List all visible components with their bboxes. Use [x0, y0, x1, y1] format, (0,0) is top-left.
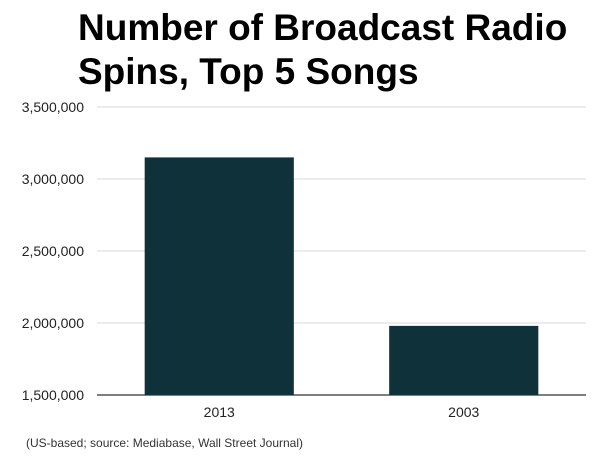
- y-tick-label: 1,500,000: [22, 387, 84, 403]
- chart-title: Number of Broadcast Radio Spins, Top 5 S…: [78, 7, 568, 92]
- x-tick-label: 2013: [204, 404, 235, 420]
- bars: [144, 157, 539, 395]
- y-tick-label: 3,000,000: [22, 171, 84, 187]
- x-axis-tick-labels: 2013 2003: [204, 404, 480, 420]
- x-tick-label: 2003: [448, 404, 479, 420]
- bar-2013: [144, 157, 294, 395]
- y-tick-label: 3,500,000: [22, 99, 84, 115]
- y-tick-label: 2,500,000: [22, 243, 84, 259]
- y-tick-label: 2,000,000: [22, 315, 84, 331]
- bar-2003: [389, 325, 539, 395]
- y-axis-tick-labels: 1,500,000 2,000,000 2,500,000 3,000,000 3,50…: [22, 99, 84, 403]
- source-footnote: (US-based; source: Mediabase, Wall Stree…: [26, 436, 304, 450]
